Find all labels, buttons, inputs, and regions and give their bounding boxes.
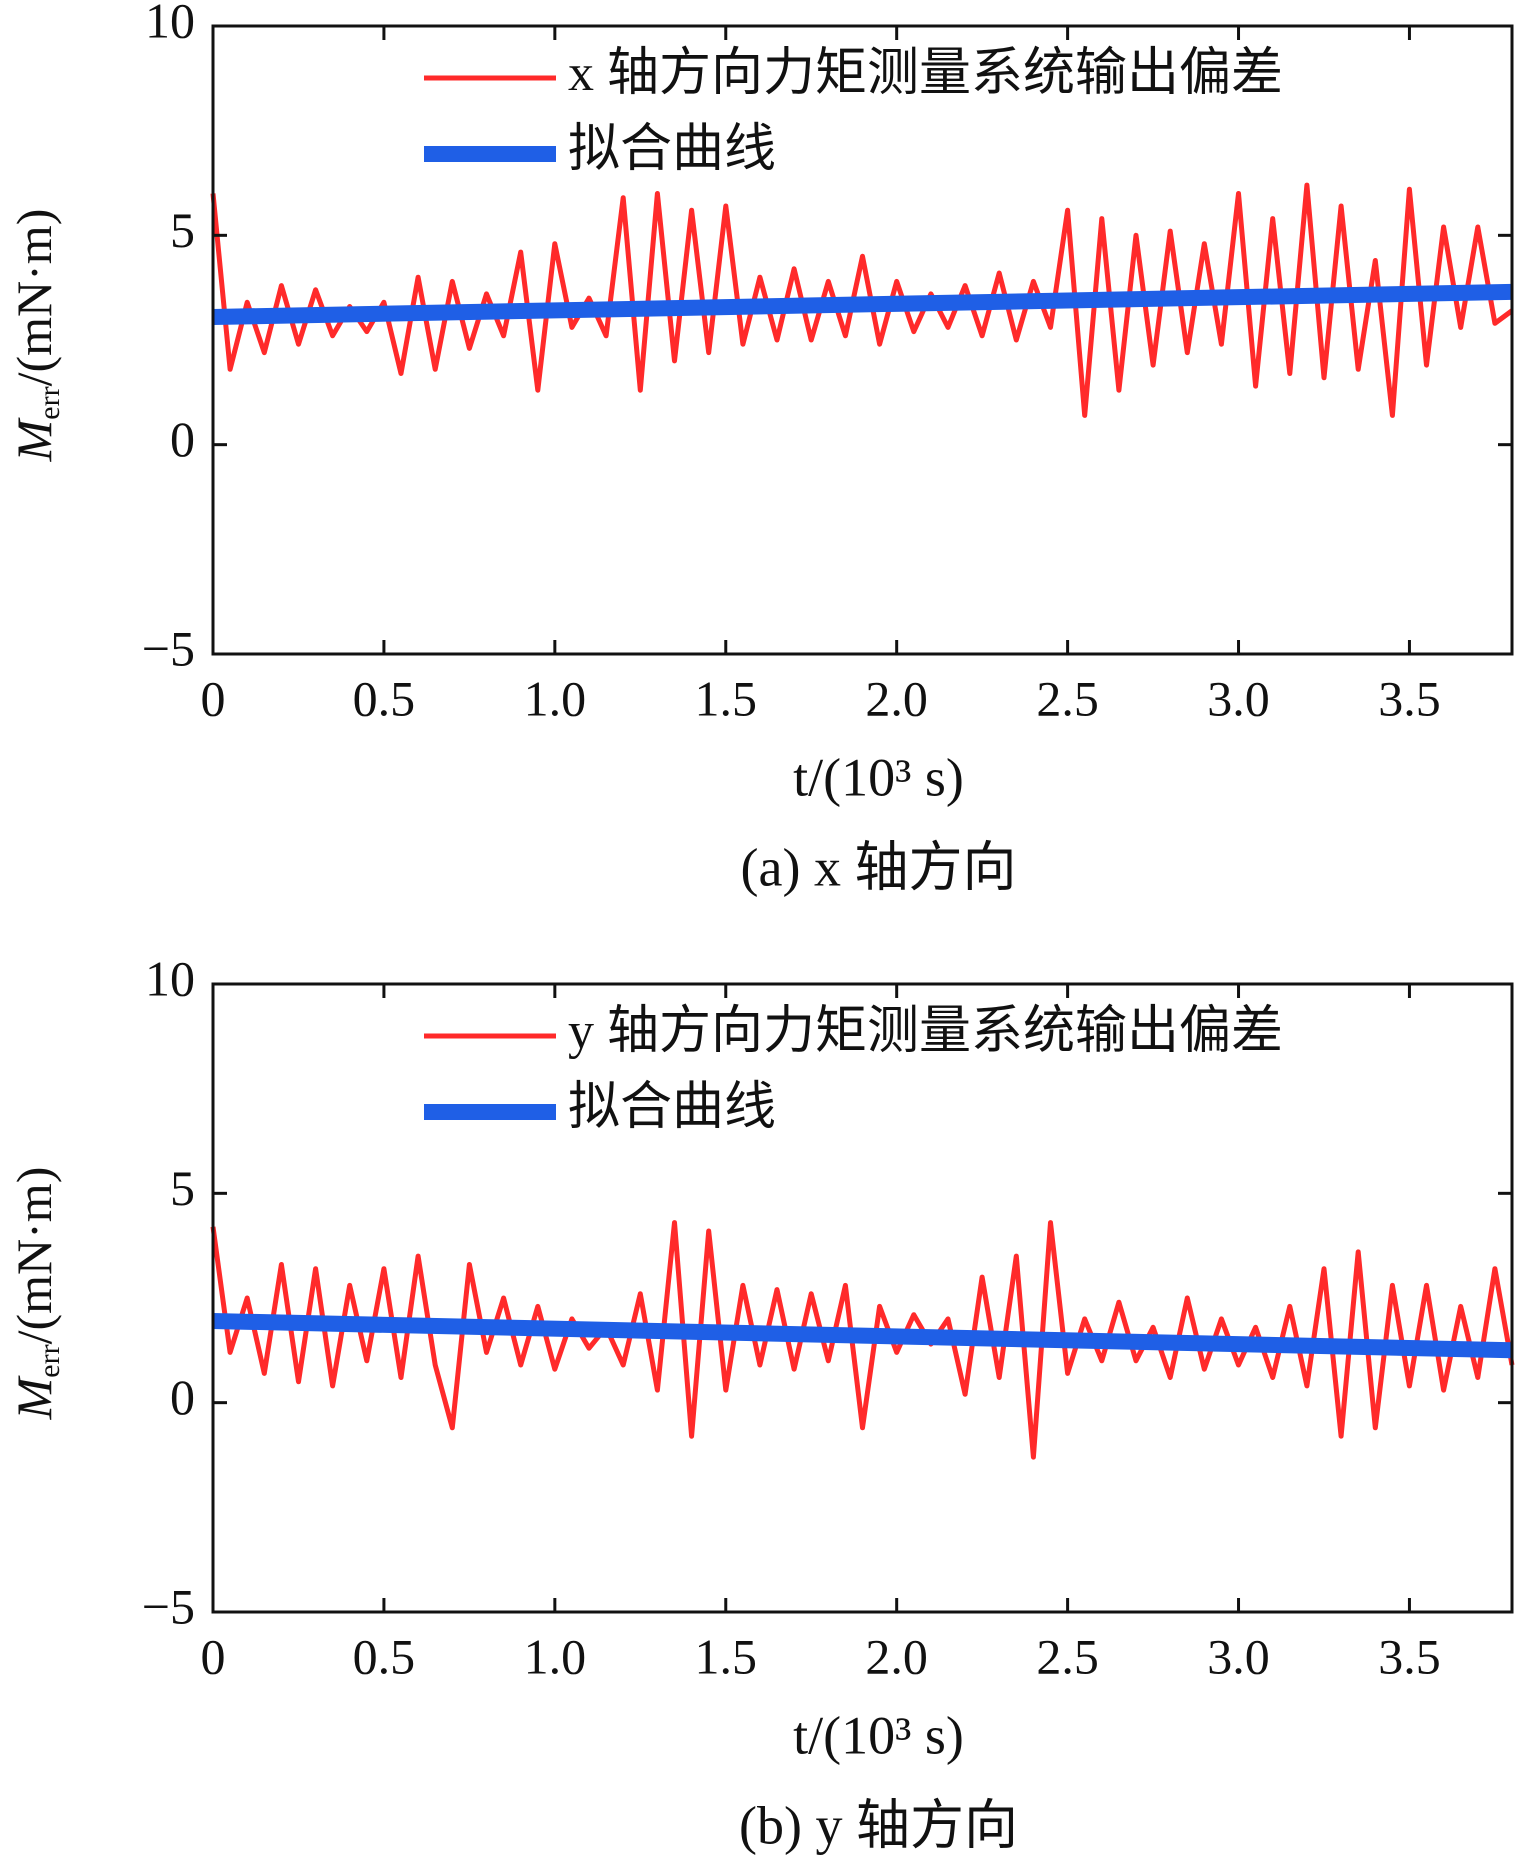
legend-label: 拟合曲线: [568, 1079, 776, 1136]
y-tick-label: 5: [170, 202, 195, 258]
caption: (b) y 轴方向: [739, 1795, 1018, 1855]
y-label-subscript: err: [33, 1344, 66, 1377]
x-axis-label: t/(10³ s): [793, 1705, 964, 1765]
plot-frame: [211, 982, 1514, 1614]
x-tick-label: 1.0: [524, 1628, 587, 1684]
x-tick-label: 0: [201, 1628, 226, 1684]
line-series: [210, 182, 1514, 418]
x-tick-label: 2.5: [1036, 670, 1099, 726]
x-tick-label: 3.0: [1207, 1628, 1270, 1684]
caption: (a) x 轴方向: [741, 837, 1017, 897]
y-tick-label: 0: [170, 411, 195, 467]
x-tick-label: 1.5: [695, 1628, 758, 1684]
x-tick-label: 3.0: [1207, 670, 1270, 726]
y-tick-label: 0: [170, 1369, 195, 1425]
x-tick-label: 1.0: [524, 670, 587, 726]
y-label-unit: /(mN·m): [6, 209, 62, 387]
x-axis-label: t/(10³ s): [793, 747, 964, 807]
x-tick-label: 0: [201, 670, 226, 726]
y-axis-label: Merr/(mN·m): [6, 1167, 65, 1421]
y-tick-label: −5: [142, 620, 195, 676]
legend-label: 拟合曲线: [568, 121, 776, 178]
legend-label: y 轴方向力矩测量系统输出偏差: [568, 1003, 1283, 1060]
plot-frame: [211, 24, 1514, 656]
line-series: [212, 283, 1513, 325]
y-axis-label: Merr/(mN·m): [6, 209, 65, 463]
x-tick-label: 1.5: [695, 670, 758, 726]
legend-label: x 轴方向力矩测量系统输出偏差: [568, 45, 1283, 102]
line-series: [212, 1313, 1513, 1359]
x-tick-label: 0.5: [353, 1628, 416, 1684]
y-label-symbol: M: [6, 417, 62, 462]
x-tick-label: 2.5: [1036, 1628, 1099, 1684]
y-tick-label: 10: [145, 0, 195, 48]
y-tick-label: 10: [145, 950, 195, 1006]
x-tick-label: 2.0: [865, 1628, 928, 1684]
y-tick-label: 5: [170, 1160, 195, 1216]
x-tick-label: 2.0: [865, 670, 928, 726]
x-tick-label: 3.5: [1378, 670, 1441, 726]
y-tick-label: −5: [142, 1578, 195, 1634]
y-label-symbol: M: [6, 1375, 62, 1420]
y-label-subscript: err: [33, 386, 66, 419]
x-tick-label: 3.5: [1378, 1628, 1441, 1684]
x-tick-label: 0.5: [353, 670, 416, 726]
y-label-unit: /(mN·m): [6, 1167, 62, 1345]
